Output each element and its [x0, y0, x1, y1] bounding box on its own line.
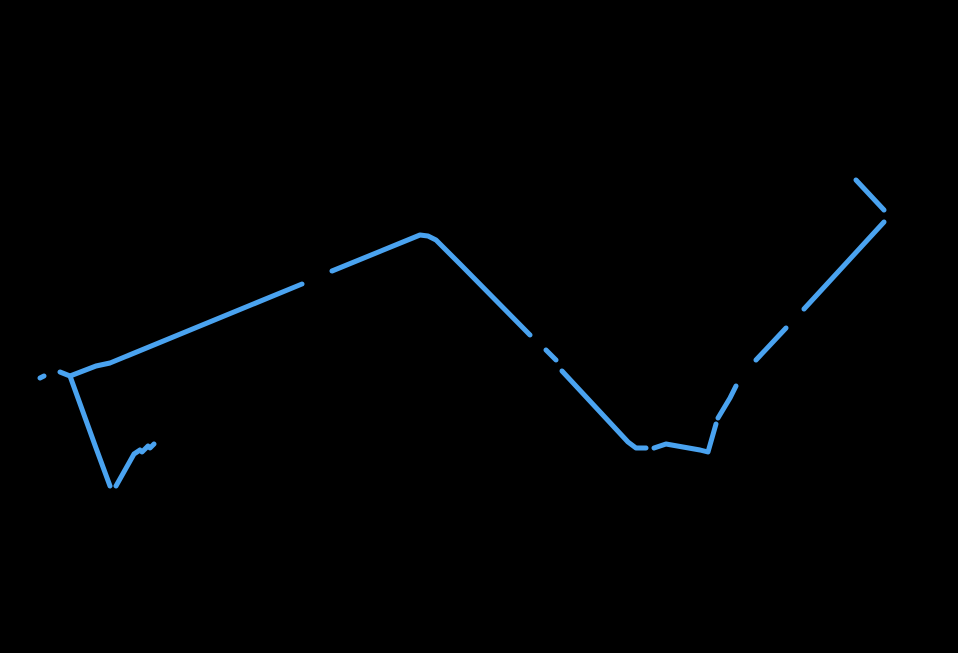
route-segment: [67, 281, 305, 379]
route-segment: [801, 219, 887, 312]
route-segment: [329, 232, 533, 338]
route-segment: [57, 369, 113, 489]
route-segment: [113, 441, 157, 489]
route-segment: [853, 177, 887, 213]
route-segment: [559, 368, 649, 451]
route-segment: [715, 383, 739, 421]
route-segment: [543, 347, 559, 363]
route-segment: [753, 325, 789, 363]
route-line: [37, 177, 887, 489]
route-segment: [651, 421, 719, 455]
route-segment: [37, 373, 47, 381]
